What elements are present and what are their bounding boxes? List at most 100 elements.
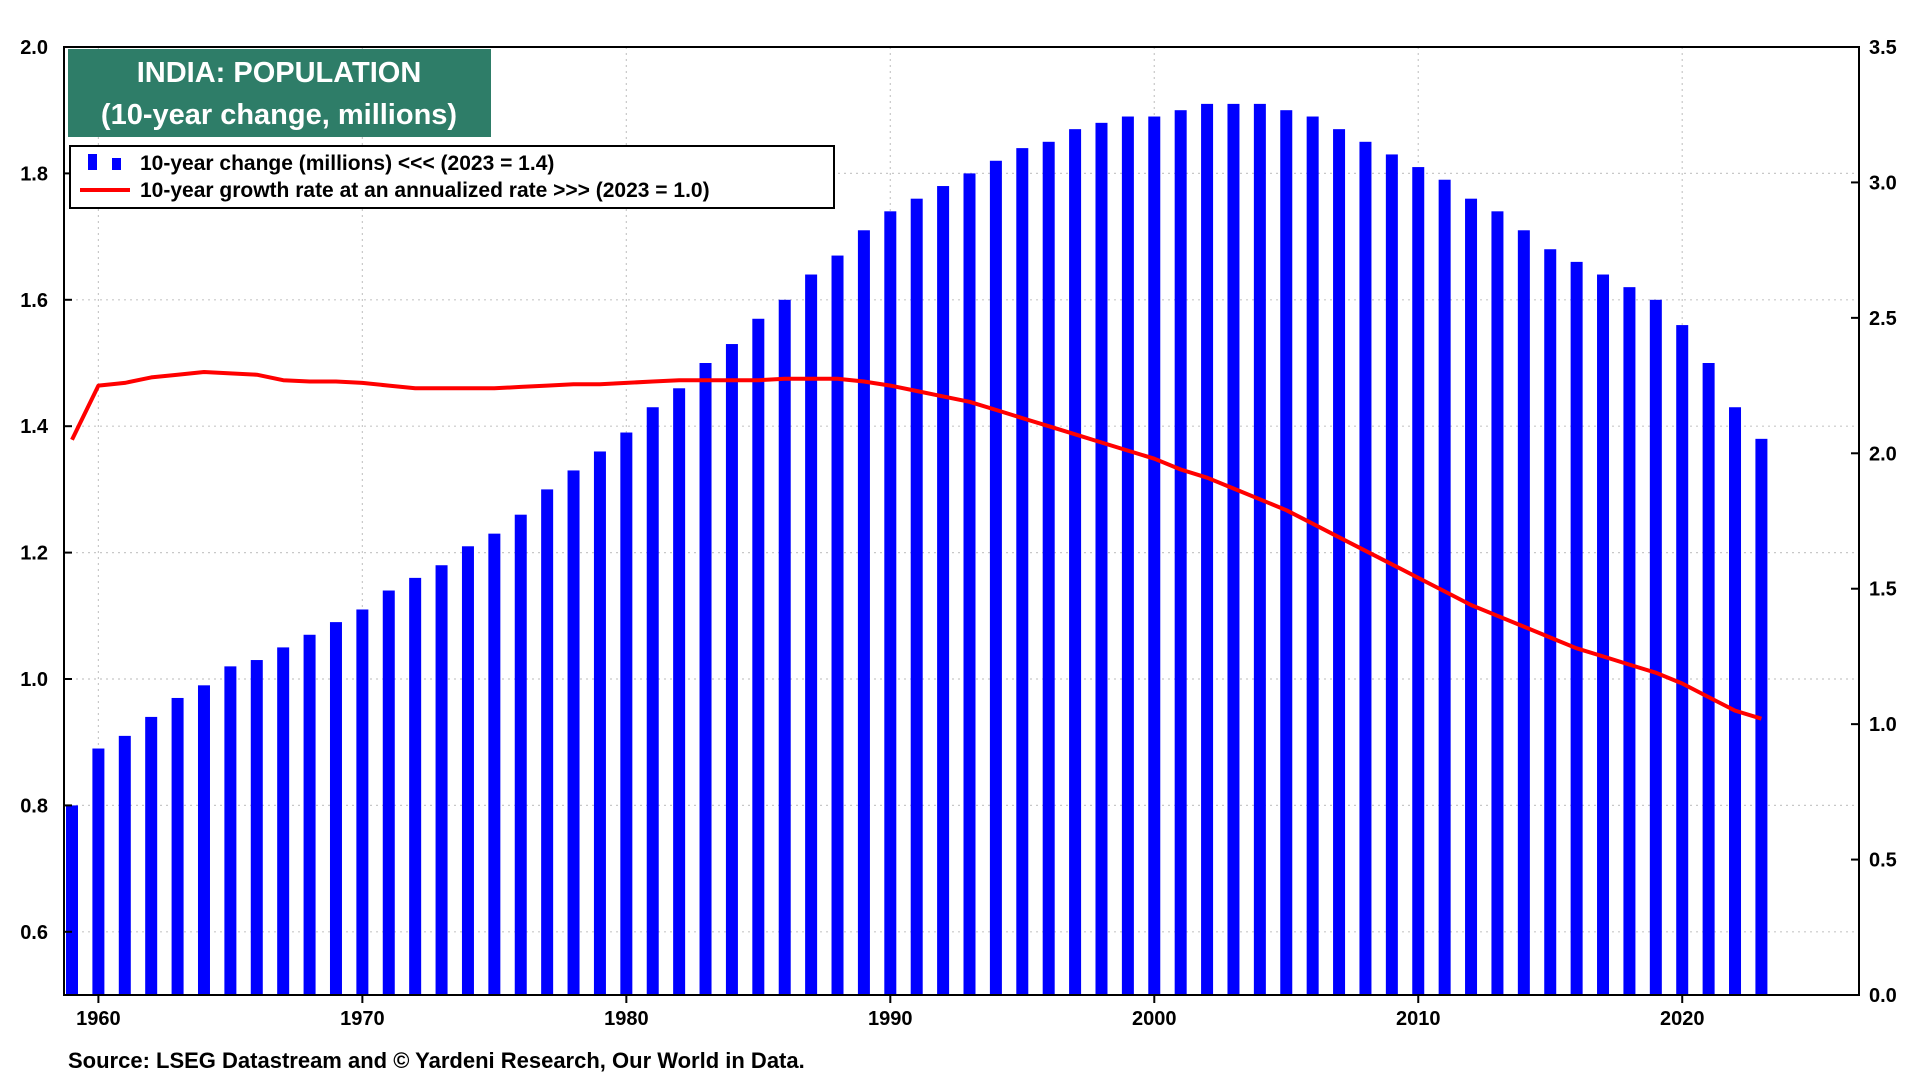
growth-rate-line [70,370,1762,721]
bar-1985 [752,318,765,995]
title-line-2: (10-year change, millions) [101,99,457,131]
bar-1969 [329,622,342,995]
left-tick-label: 1.2 [20,543,48,565]
bar-1983 [699,363,712,995]
bar-1979 [593,451,606,996]
left-tick-label: 1.6 [20,290,48,312]
bar-1986 [778,299,791,995]
legend: 10-year change (millions) <<< (2023 = 1.… [69,145,835,209]
bar-1962 [145,716,158,995]
right-axis: 3.5 3.0 2.5 2.0 1.5 1.0 0.5 0.0 [1851,37,1897,1007]
bar-1961 [118,735,131,995]
bar-1997 [1069,129,1082,995]
title-line-1: INDIA: POPULATION [137,57,422,89]
bar-2014 [1517,230,1530,995]
left-tick-label: 0.8 [20,795,48,817]
bar-2007 [1333,129,1346,995]
right-tick-label: 0.0 [1869,985,1897,1007]
bar-2015 [1544,249,1557,996]
left-tick-label: 1.8 [20,163,48,185]
bar-2003 [1227,103,1240,995]
x-axis: 1960 1970 1980 1990 2000 2010 2020 [76,995,1704,1030]
bar-1965 [224,666,237,995]
left-tick-label: 0.6 [20,922,48,944]
bar-2012 [1465,198,1478,995]
bar-1960 [92,748,105,995]
bar-1993 [963,173,976,995]
source-note: Source: LSEG Datastream and © Yardeni Re… [68,1048,805,1073]
left-tick-label: 1.0 [20,669,48,691]
bar-2004 [1253,103,1266,995]
bar-1982 [673,388,686,995]
legend-bars-label: 10-year change (millions) <<< (2023 = 1.… [140,152,554,175]
bar-1994 [989,160,1002,995]
bar-1992 [937,186,950,996]
bar-1970 [356,609,369,995]
x-tick-label: 2000 [1132,1008,1177,1030]
legend-bar-swatch-1 [88,154,97,170]
bar-1975 [488,533,501,995]
bar-1991 [910,198,923,995]
bar-1978 [567,470,580,995]
right-tick-label: 1.5 [1869,579,1897,601]
bar-2020 [1676,325,1689,996]
bar-2016 [1570,261,1583,995]
bar-1990 [884,211,897,995]
bars-series [66,103,1768,996]
bar-2018 [1623,287,1636,995]
bar-2005 [1280,110,1293,995]
x-tick-label: 1960 [76,1008,121,1030]
x-tick-label: 1990 [868,1008,913,1030]
left-tick-label: 2.0 [20,37,48,59]
bar-1999 [1121,116,1134,995]
x-tick-label: 2020 [1660,1008,1705,1030]
title-box: INDIA: POPULATION (10-year change, milli… [68,49,491,137]
bar-2002 [1201,103,1214,995]
right-tick-label: 2.5 [1869,308,1897,330]
bar-2006 [1306,116,1319,995]
bar-1972 [409,577,422,995]
bar-2010 [1412,167,1425,995]
legend-line-label: 10-year growth rate at an annualized rat… [140,179,710,202]
bar-1959 [66,805,78,995]
bar-1964 [197,685,210,995]
legend-bar-swatch-2 [112,158,121,170]
bar-1984 [725,344,738,995]
bar-1981 [646,407,659,995]
bar-2017 [1597,274,1610,995]
bar-1967 [277,647,290,995]
bar-1966 [250,660,263,995]
bar-2009 [1385,154,1398,995]
bar-1987 [805,274,818,995]
bar-1968 [303,634,316,995]
right-tick-label: 2.0 [1869,443,1897,465]
bar-2019 [1649,299,1662,995]
right-tick-label: 1.0 [1869,714,1897,736]
right-tick-label: 0.5 [1869,850,1897,872]
title-background [68,49,491,137]
plot-frame [63,46,1860,996]
bar-1963 [171,697,184,995]
bar-2001 [1174,110,1187,995]
x-tick-label: 1980 [604,1008,649,1030]
legend-box [69,145,835,209]
bar-1998 [1095,122,1108,996]
bar-1976 [514,514,527,995]
right-tick-label: 3.0 [1869,172,1897,194]
bar-2000 [1148,116,1161,995]
left-tick-label: 1.4 [20,416,49,438]
bar-1989 [857,230,870,995]
bar-1974 [461,546,474,995]
bar-1995 [1016,148,1029,995]
x-tick-label: 1970 [340,1008,385,1030]
bar-1996 [1042,141,1055,996]
bar-1977 [541,489,554,995]
bar-2021 [1702,363,1715,995]
bar-1973 [435,565,448,995]
bar-1988 [831,255,844,995]
bar-1971 [382,590,395,995]
right-tick-label: 3.5 [1869,37,1897,59]
bar-2011 [1438,179,1451,996]
bar-2013 [1491,211,1504,995]
